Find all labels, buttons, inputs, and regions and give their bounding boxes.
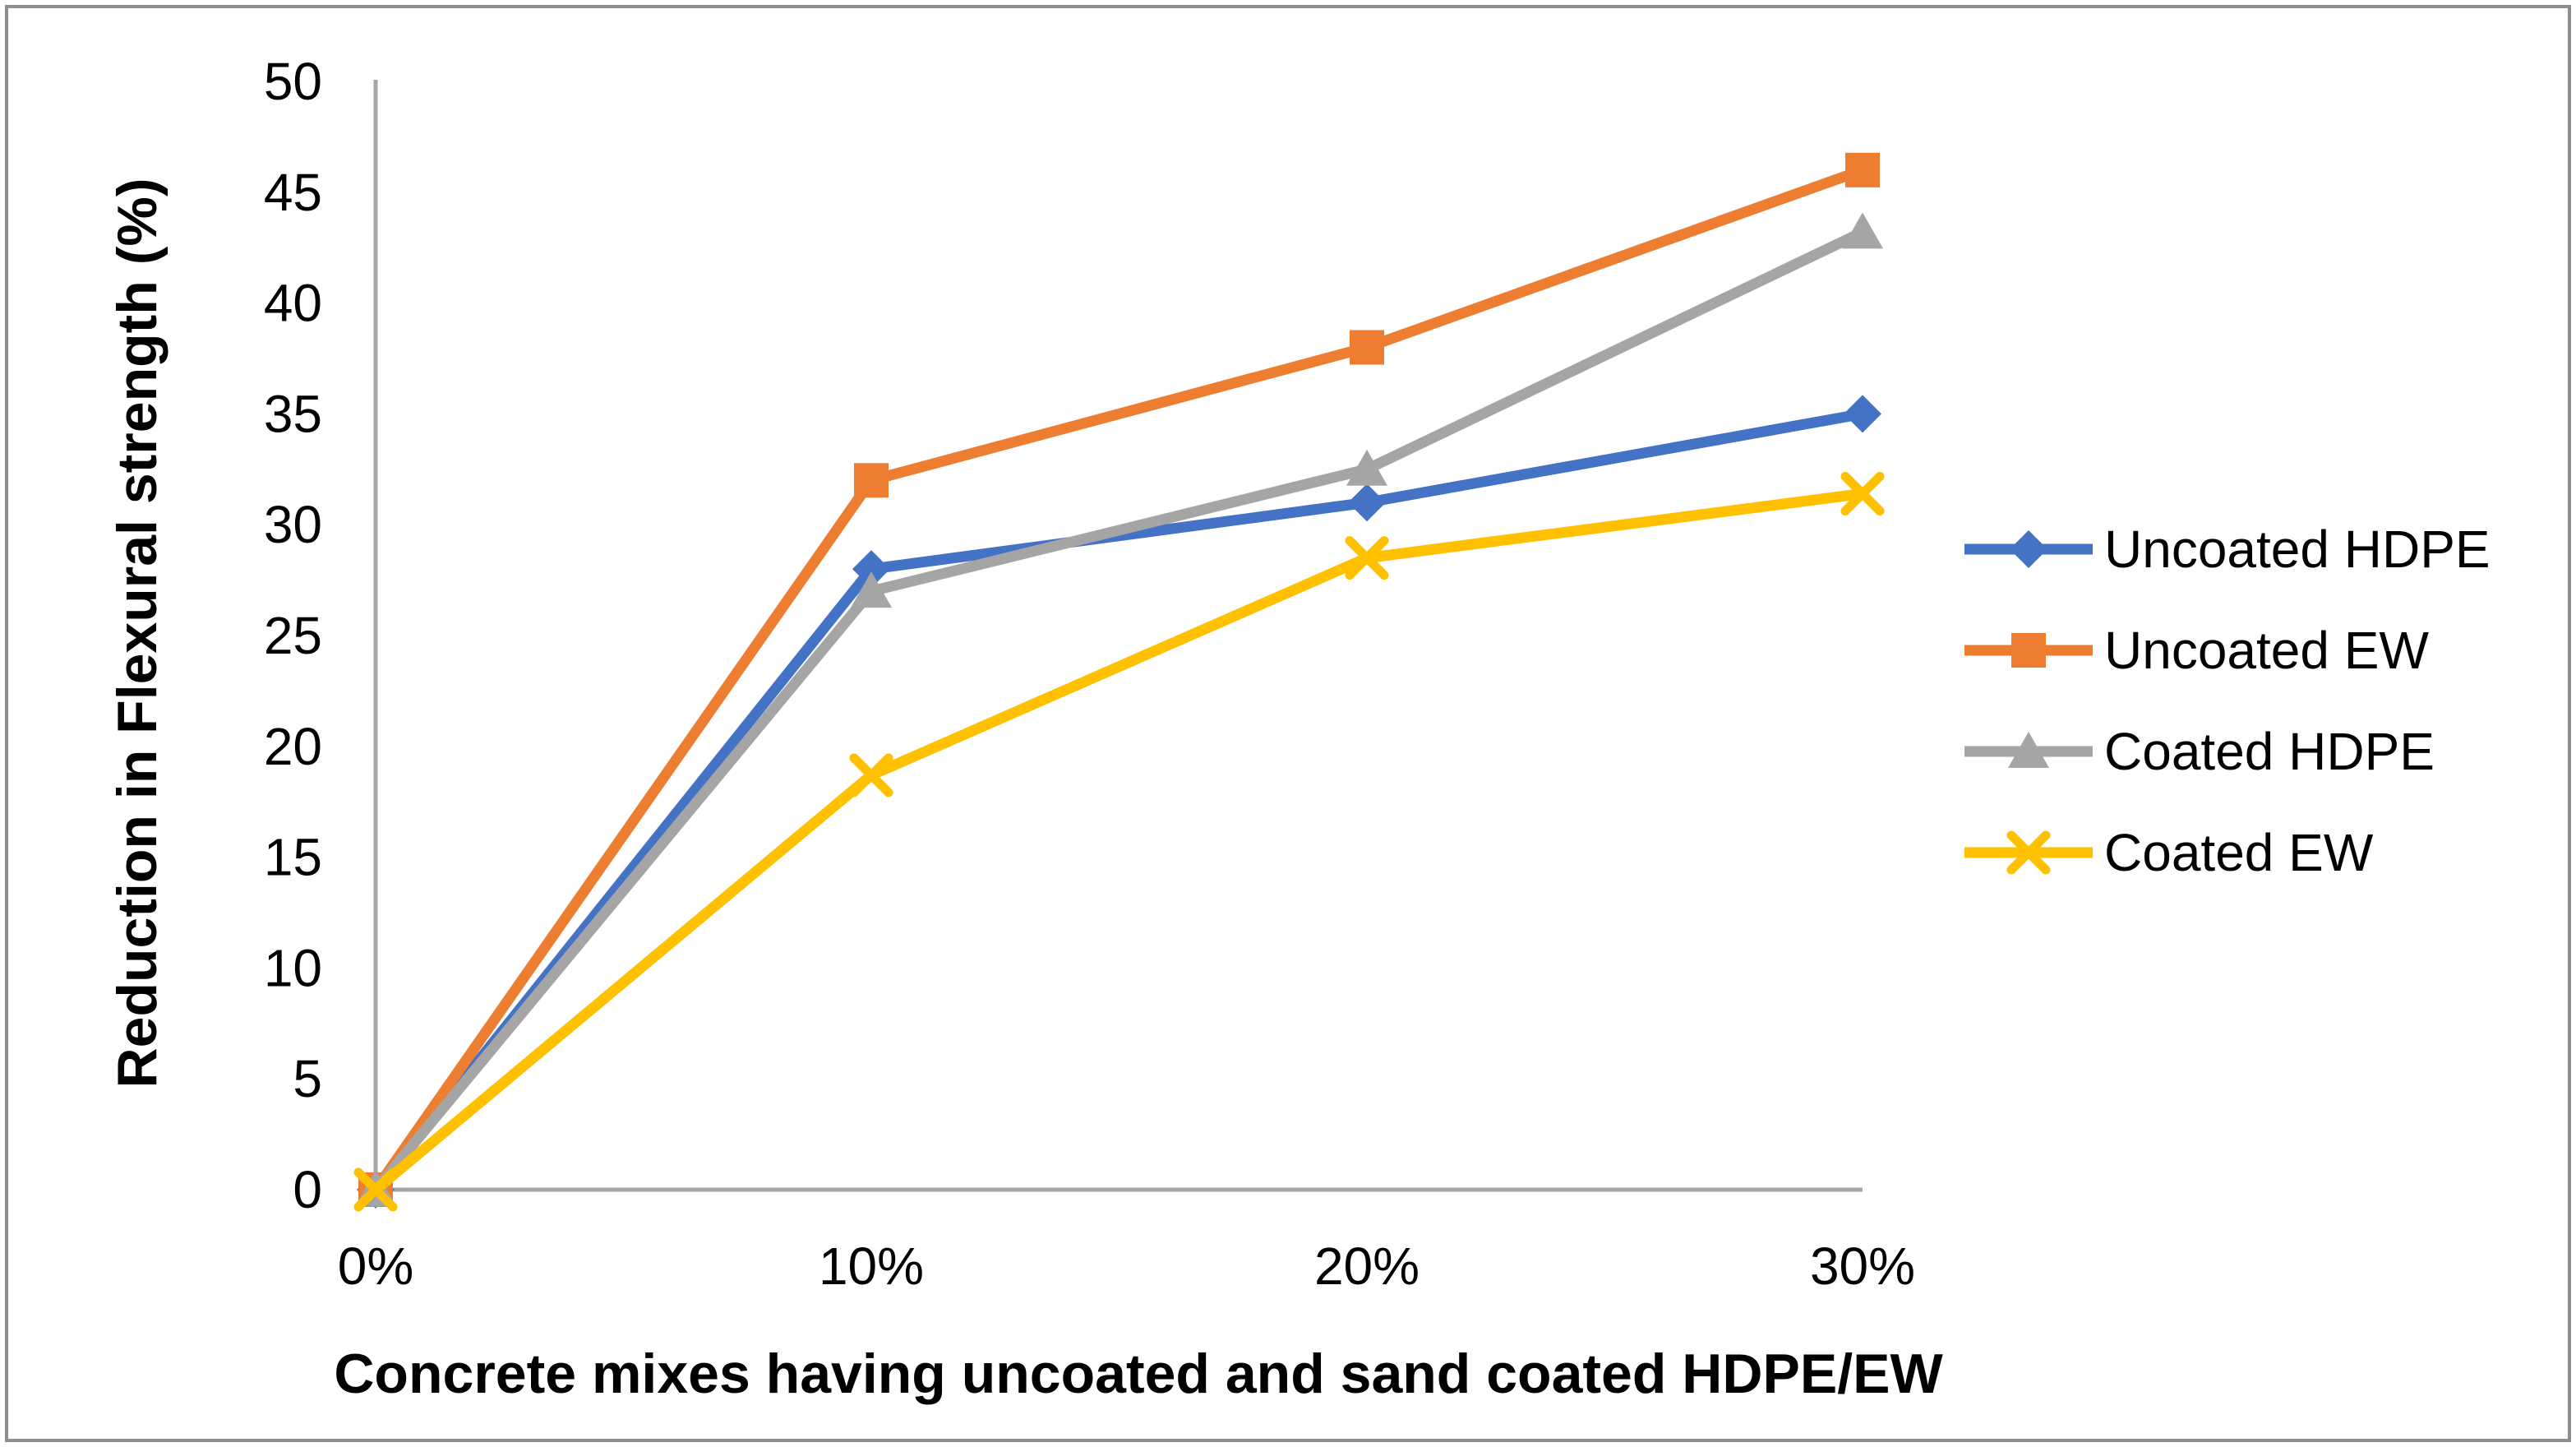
legend-label-uncoated-hdpe: Uncoated HDPE bbox=[2104, 520, 2491, 579]
y-tick-label-35: 35 bbox=[264, 384, 322, 443]
y-tick-label-40: 40 bbox=[264, 274, 322, 333]
chart-canvas: 0 5 10 15 20 25 30 35 40 45 50 0% 10% 20% 30% Conc… bbox=[0, 0, 2576, 1447]
legend-uncoated-ew-square-marker bbox=[2011, 633, 2046, 668]
series-uncoated-ew-point-3-square-marker bbox=[1845, 153, 1880, 187]
y-axis-title: Reduction in Flexural strength (%) bbox=[106, 178, 169, 1089]
x-tick-label-3: 30% bbox=[1810, 1237, 1915, 1296]
y-tick-label-15: 15 bbox=[264, 828, 322, 887]
y-tick-label-25: 25 bbox=[264, 606, 322, 665]
legend-label-coated-ew: Coated EW bbox=[2104, 823, 2374, 882]
legend-label-coated-hdpe: Coated HDPE bbox=[2104, 722, 2435, 781]
y-tick-label-50: 50 bbox=[264, 52, 322, 111]
line-chart: 0 5 10 15 20 25 30 35 40 45 50 0% 10% 20% 30% Conc… bbox=[0, 0, 2576, 1447]
y-tick-label-30: 30 bbox=[264, 495, 322, 554]
y-tick-label-20: 20 bbox=[264, 717, 322, 776]
legend-label-uncoated-ew: Uncoated EW bbox=[2104, 621, 2429, 680]
x-tick-label-1: 10% bbox=[819, 1237, 924, 1296]
x-tick-label-2: 20% bbox=[1314, 1237, 1420, 1296]
y-tick-label-10: 10 bbox=[264, 938, 322, 997]
x-axis-title: Concrete mixes having uncoated and sand … bbox=[334, 1343, 1943, 1405]
y-tick-label-5: 5 bbox=[293, 1049, 322, 1108]
series-uncoated-ew-point-1-square-marker bbox=[854, 463, 889, 497]
y-tick-label-0: 0 bbox=[293, 1160, 322, 1219]
series-uncoated-ew-point-2-square-marker bbox=[1350, 331, 1384, 365]
y-tick-label-45: 45 bbox=[264, 163, 322, 222]
x-tick-label-0: 0% bbox=[338, 1237, 414, 1296]
